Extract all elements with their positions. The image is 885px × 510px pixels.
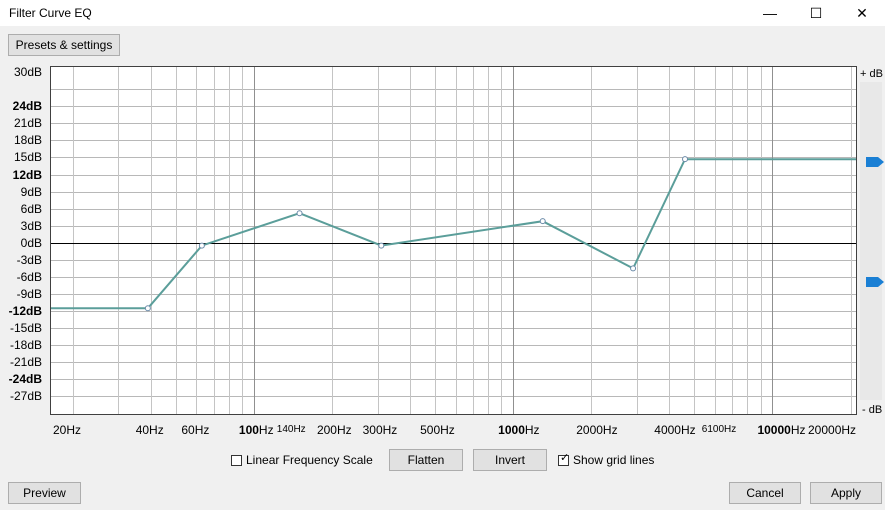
y-tick-label: -18dB	[9, 338, 42, 353]
x-tick-label: 1000Hz	[498, 423, 540, 437]
maximize-button[interactable]: ☐	[793, 0, 839, 26]
y-tick-label: 24dB	[12, 99, 42, 114]
control-point	[539, 218, 546, 225]
control-point	[144, 305, 151, 312]
slider-bottom-label: - dB	[862, 404, 883, 416]
x-tick-label: 500Hz	[420, 423, 455, 437]
y-tick-label: 12dB	[12, 167, 42, 182]
x-tick-label: 6100Hz	[701, 424, 737, 435]
close-button[interactable]: ✕	[839, 0, 885, 26]
grid-lines	[51, 67, 856, 414]
y-tick-label: -27dB	[9, 389, 42, 404]
eq-plot-area[interactable]	[50, 66, 857, 415]
y-tick-label: 21dB	[13, 116, 42, 131]
linear-frequency-box[interactable]	[231, 454, 242, 466]
y-tick-label: -15dB	[9, 321, 42, 336]
show-grid-lines-label: Show grid lines	[573, 453, 655, 467]
minimize-icon: —	[763, 5, 777, 21]
gain-slider-track[interactable]	[860, 82, 882, 400]
y-tick-label: -12dB	[8, 304, 42, 319]
presets-settings-label: Presets & settings	[15, 38, 113, 52]
y-tick-label: -9dB	[16, 286, 42, 301]
x-tick-label: 2000Hz	[576, 423, 618, 437]
y-tick-label: -6dB	[16, 269, 42, 284]
control-point	[682, 156, 689, 163]
y-tick-label: 9dB	[20, 184, 42, 199]
control-point	[378, 242, 385, 249]
x-tick-label: 60Hz	[181, 423, 210, 437]
y-tick-label: 3dB	[20, 218, 42, 233]
x-tick-label: 4000Hz	[654, 423, 696, 437]
show-grid-lines-checkbox[interactable]: ✓ Show grid lines	[558, 451, 655, 467]
apply-button[interactable]: Apply	[810, 482, 882, 504]
minimize-button[interactable]: —	[747, 0, 793, 26]
y-tick-label: -24dB	[8, 372, 42, 387]
preview-label: Preview	[23, 486, 66, 500]
invert-button[interactable]: Invert	[473, 449, 547, 471]
apply-label: Apply	[830, 486, 862, 500]
y-tick-label: -21dB	[9, 355, 42, 370]
eq-curve-line	[51, 158, 856, 310]
y-tick-label: 30dB	[13, 65, 42, 80]
control-point	[296, 210, 303, 217]
control-points	[144, 156, 689, 312]
window-title: Filter Curve EQ	[9, 6, 92, 20]
y-tick-label: 18dB	[13, 133, 42, 148]
maximize-icon: ☐	[809, 4, 823, 21]
title-bar: Filter Curve EQ — ☐ ✕	[0, 0, 885, 26]
close-icon: ✕	[856, 4, 868, 21]
x-tick-label: 40Hz	[135, 423, 164, 437]
x-tick-label: 300Hz	[362, 423, 398, 437]
cancel-label: Cancel	[746, 486, 784, 500]
flatten-button[interactable]: Flatten	[389, 449, 463, 471]
y-tick-label: 6dB	[20, 201, 42, 216]
x-tick-label: 20000Hz	[808, 423, 857, 437]
slider-top-label: + dB	[860, 68, 883, 80]
y-tick-label: -3dB	[16, 252, 42, 267]
cancel-button[interactable]: Cancel	[729, 482, 801, 504]
control-point	[198, 242, 205, 249]
control-point	[630, 265, 637, 272]
show-grid-lines-box[interactable]: ✓	[558, 451, 570, 466]
x-tick-label: 140Hz	[276, 424, 306, 435]
presets-settings-button[interactable]: Presets & settings	[8, 34, 120, 56]
flatten-label: Flatten	[407, 453, 445, 467]
x-tick-label: 100Hz	[238, 423, 274, 437]
y-tick-label: 0dB	[20, 235, 42, 250]
linear-frequency-label: Linear Frequency Scale	[246, 453, 373, 467]
preview-button[interactable]: Preview	[8, 482, 81, 504]
y-tick-label: 15dB	[13, 150, 42, 165]
linear-frequency-checkbox[interactable]: Linear Frequency Scale	[231, 453, 373, 467]
x-tick-label: 10000Hz	[757, 423, 806, 437]
x-tick-label: 20Hz	[53, 423, 82, 437]
invert-label: Invert	[494, 453, 525, 467]
x-tick-label: 200Hz	[316, 423, 352, 437]
checkmark-icon: ✓	[560, 451, 570, 464]
